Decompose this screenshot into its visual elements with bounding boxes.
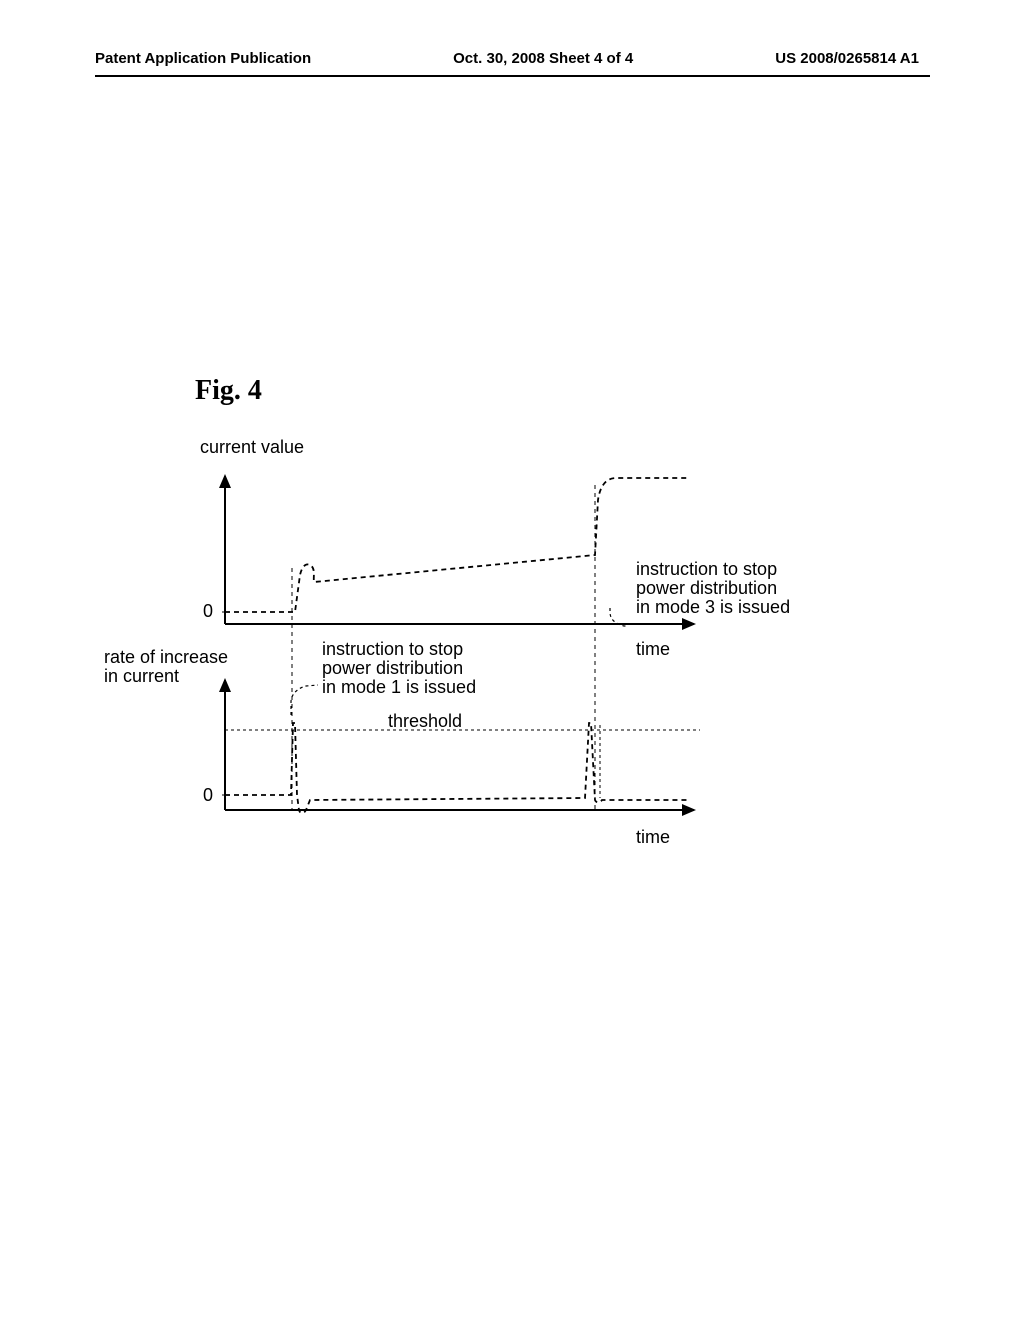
mode1-lead bbox=[291, 685, 318, 715]
figure-svg bbox=[0, 0, 1024, 1320]
top-curve bbox=[225, 478, 688, 612]
bot-curve bbox=[225, 723, 688, 813]
